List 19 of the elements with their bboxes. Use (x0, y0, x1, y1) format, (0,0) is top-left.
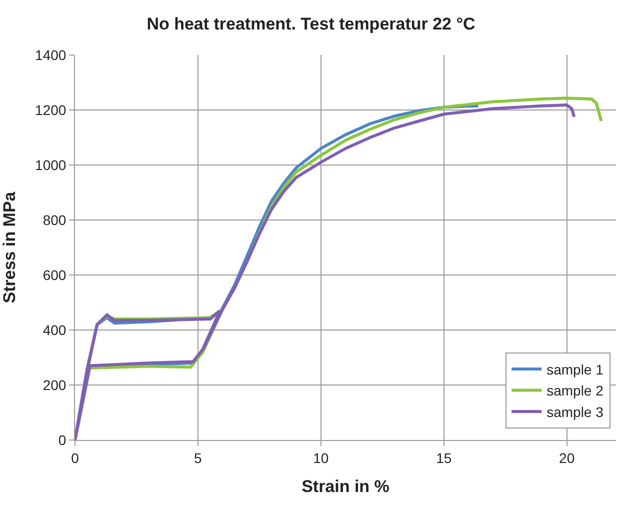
x-axis-title: Strain in % (302, 477, 390, 496)
y-tick-label: 800 (42, 212, 66, 228)
x-tick-label: 15 (436, 450, 452, 466)
x-tick-label: 10 (313, 450, 329, 466)
y-tick-label: 1000 (35, 156, 66, 173)
y-tick-label: 0 (58, 432, 66, 448)
x-tick-label: 20 (559, 450, 575, 466)
y-tick-label: 400 (42, 322, 66, 338)
legend-label: sample 3 (546, 404, 604, 420)
chart-title: No heat treatment. Test temperatur 22 °C (146, 14, 476, 34)
legend-label: sample 1 (546, 362, 604, 378)
legend-label: sample 2 (546, 382, 604, 399)
y-tick-label: 200 (42, 376, 66, 393)
y-tick-label: 600 (42, 266, 66, 283)
x-tick-label: 5 (194, 450, 202, 466)
y-tick-label: 1400 (35, 46, 66, 63)
y-tick-label: 1200 (35, 102, 66, 118)
x-tick-label: 0 (71, 450, 80, 466)
y-axis-title: Stress in MPa (0, 191, 19, 304)
